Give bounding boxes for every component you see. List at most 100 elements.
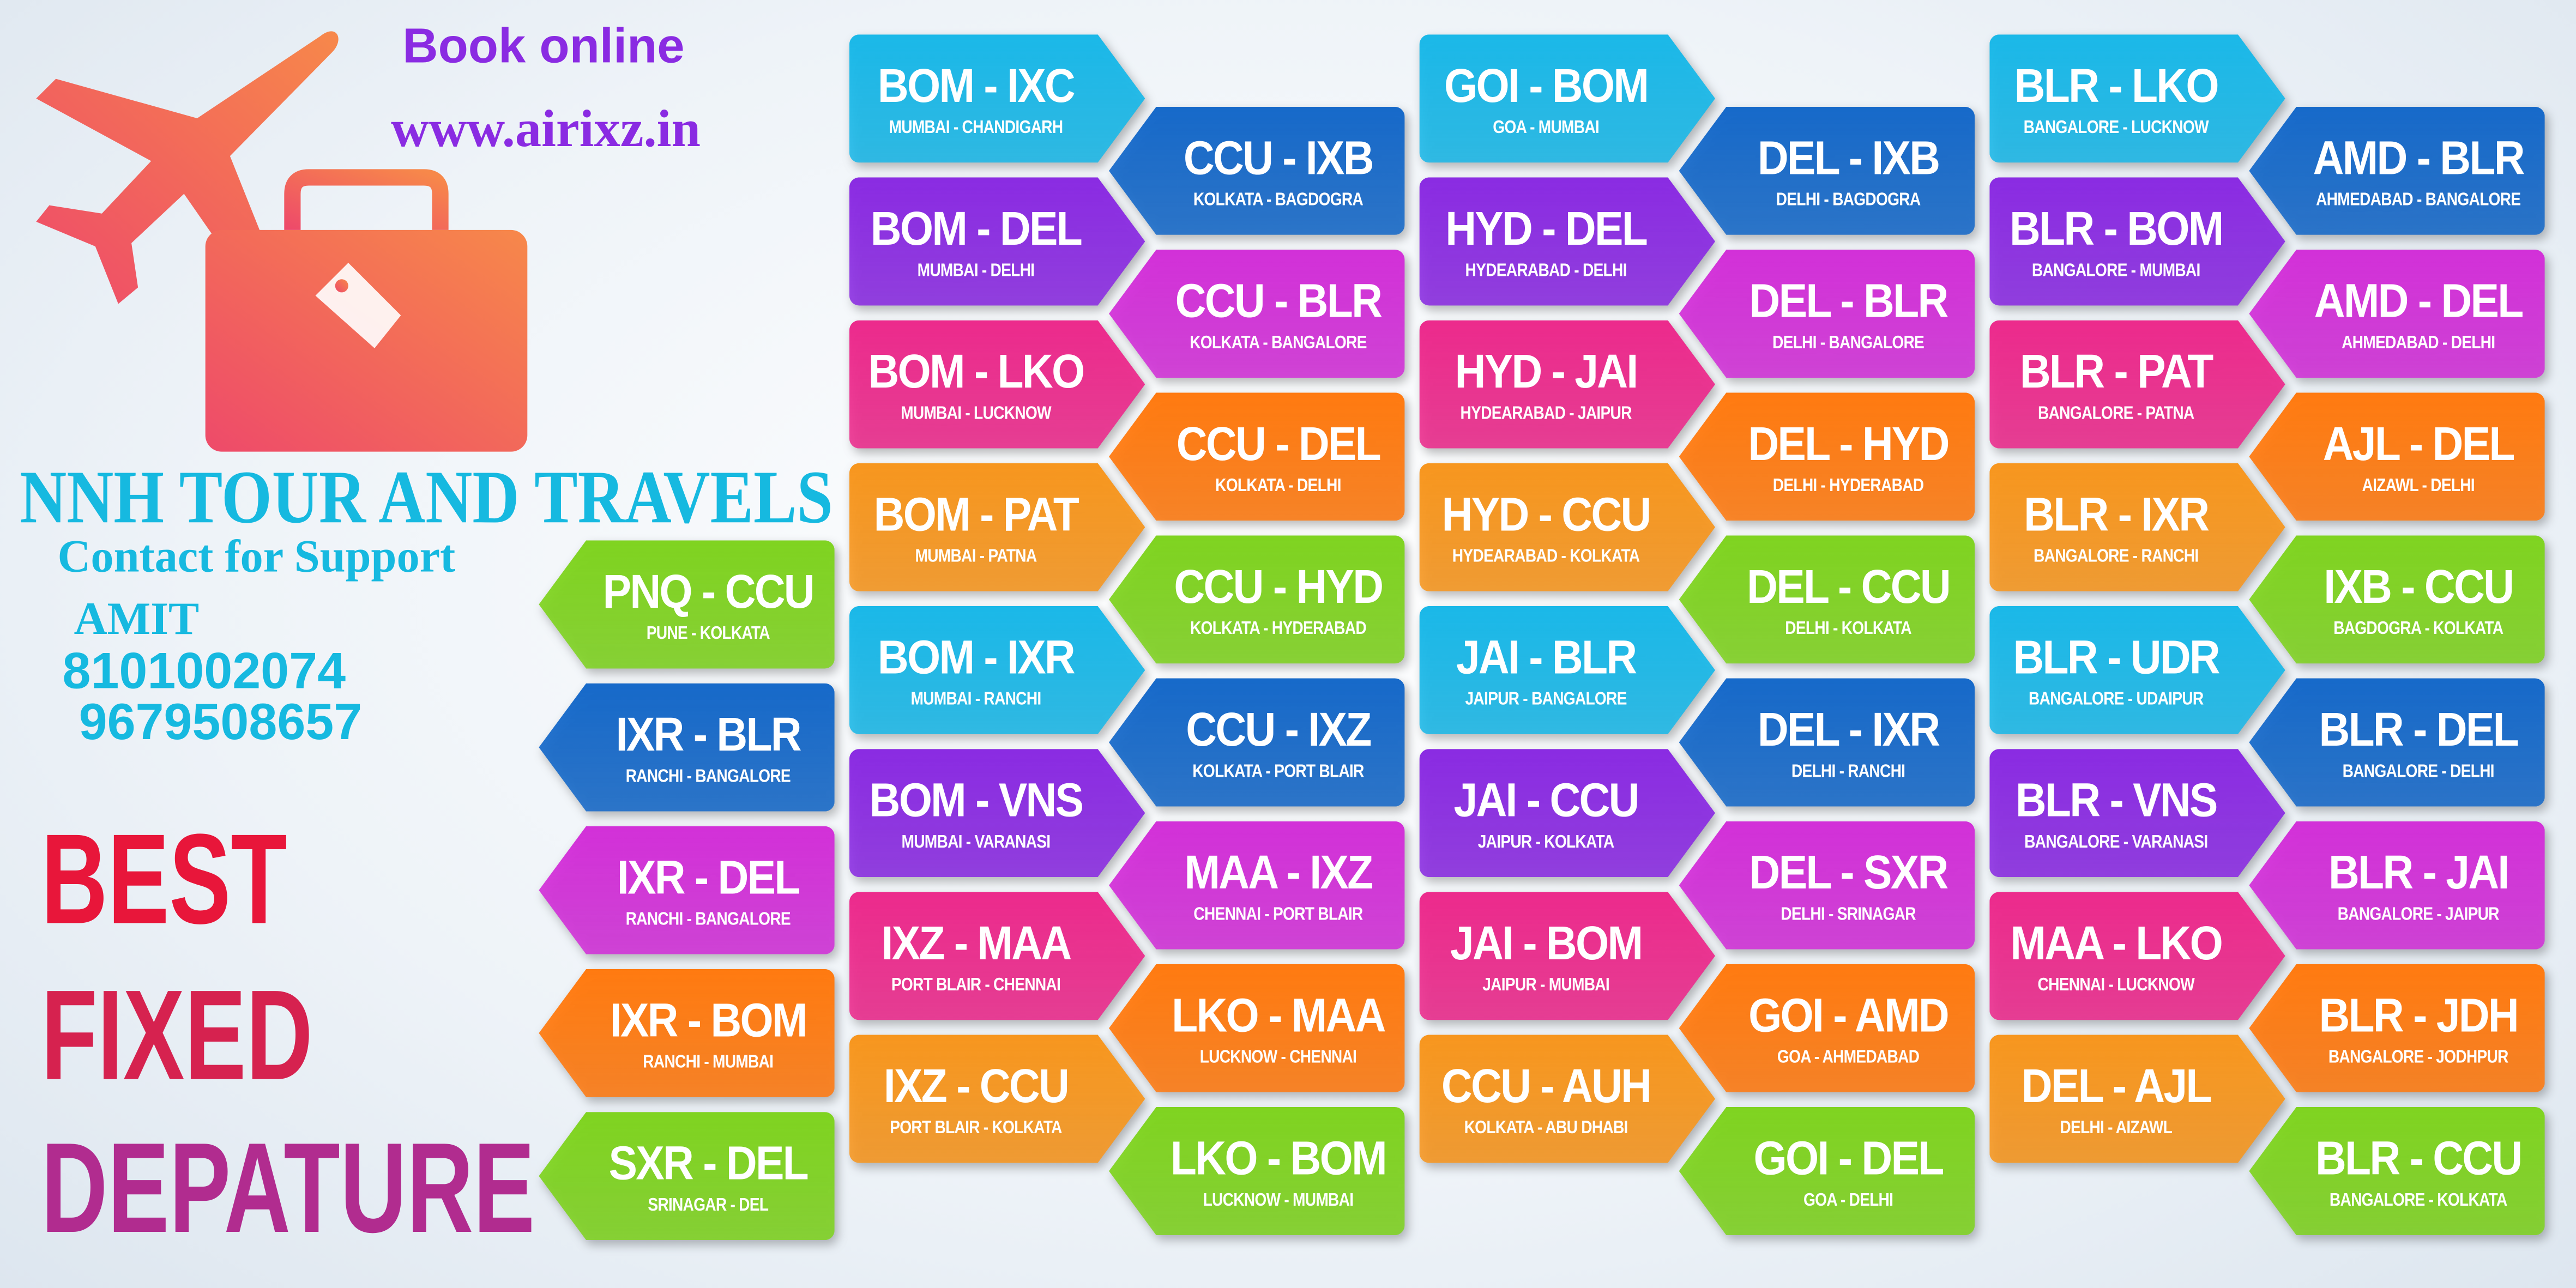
- route-code: BOM - VNS: [869, 774, 1084, 827]
- route-tag[interactable]: IXB - CCU BAGDOGRA - KOLKATA: [2249, 535, 2545, 664]
- phone[interactable]: 9679508657: [79, 693, 363, 751]
- route-cities: BANGALORE - LUCKNOW: [2023, 117, 2209, 137]
- route-tag[interactable]: HYD - CCU HYDEARABAD - KOLKATA: [1419, 463, 1715, 591]
- route-cities: DELHI - HYDERABAD: [1772, 475, 1924, 495]
- route-tag[interactable]: BLR - DEL BANGALORE - DELHI: [2249, 678, 2545, 807]
- route-tag[interactable]: BOM - VNS MUMBAI - VARANASI: [849, 749, 1145, 878]
- route-tag[interactable]: LKO - BOM LUCKNOW - MUMBAI: [1109, 1107, 1405, 1236]
- route-code: LKO - BOM: [1170, 1132, 1387, 1186]
- route-tag[interactable]: LKO - MAA LUCKNOW - CHENNAI: [1109, 964, 1405, 1092]
- route-code: DEL - HYD: [1748, 418, 1950, 471]
- route-tag[interactable]: IXR - BLR RANCHI - BANGALORE: [539, 683, 835, 812]
- route-tag[interactable]: MAA - IXZ CHENNAI - PORT BLAIR: [1109, 821, 1405, 950]
- tag-shape: [1419, 892, 1715, 1020]
- route-code: BLR - UDR: [2013, 631, 2220, 685]
- route-tag[interactable]: DEL - IXB DELHI - BAGDOGRA: [1679, 106, 1975, 235]
- tag-shape: [2249, 964, 2545, 1092]
- route-tag[interactable]: IXZ - CCU PORT BLAIR - KOLKATA: [849, 1035, 1145, 1163]
- route-tag[interactable]: GOI - DEL GOA - DELHI: [1679, 1107, 1975, 1236]
- tag-shape: [1109, 106, 1405, 235]
- route-code: MAA - LKO: [2010, 917, 2223, 970]
- tag-shape: [1109, 1107, 1405, 1236]
- route-cities: BANGALORE - JAIPUR: [2337, 904, 2500, 924]
- route-tag[interactable]: BLR - BOM BANGALORE - MUMBAI: [1989, 177, 2285, 306]
- tag-shape: [1419, 463, 1715, 591]
- route-cities: MUMBAI - CHANDIGARH: [889, 117, 1064, 137]
- route-tag[interactable]: BOM - IXR MUMBAI - RANCHI: [849, 606, 1145, 734]
- tag-shape: [2249, 250, 2545, 378]
- route-cities: KOLKATA - HYDERABAD: [1190, 618, 1367, 638]
- tag-shape: [1419, 34, 1715, 163]
- tag-shape: [2249, 535, 2545, 664]
- tag-shape: [1419, 749, 1715, 878]
- route-tag[interactable]: BLR - PAT BANGALORE - PATNA: [1989, 320, 2285, 449]
- route-tag[interactable]: DEL - AJL DELHI - AIZAWL: [1989, 1035, 2285, 1163]
- route-tag[interactable]: BOM - IXC MUMBAI - CHANDIGARH: [849, 34, 1145, 163]
- route-tag[interactable]: MAA - LKO CHENNAI - LUCKNOW: [1989, 892, 2285, 1020]
- route-tag[interactable]: CCU - AUH KOLKATA - ABU DHABI: [1419, 1035, 1715, 1163]
- route-tag[interactable]: IXR - BOM RANCHI - MUMBAI: [539, 969, 835, 1097]
- company-name: NNH TOUR AND TRAVELS: [20, 455, 833, 539]
- route-tag[interactable]: JAI - BLR JAIPUR - BANGALORE: [1419, 606, 1715, 734]
- route-tag[interactable]: BOM - DEL MUMBAI - DELHI: [849, 177, 1145, 306]
- route-tag[interactable]: HYD - JAI HYDEARABAD - JAIPUR: [1419, 320, 1715, 449]
- website[interactable]: www.airixz.in: [391, 98, 701, 158]
- tag-shape: [1679, 392, 1975, 521]
- route-tag[interactable]: CCU - HYD KOLKATA - HYDERABAD: [1109, 535, 1405, 664]
- route-cities: JAIPUR - MUMBAI: [1482, 975, 1609, 995]
- route-tag[interactable]: BOM - LKO MUMBAI - LUCKNOW: [849, 320, 1145, 449]
- route-tag[interactable]: CCU - DEL KOLKATA - DELHI: [1109, 392, 1405, 521]
- route-tag[interactable]: BLR - LKO BANGALORE - LUCKNOW: [1989, 34, 2285, 163]
- route-tag[interactable]: PNQ - CCU PUNE - KOLKATA: [539, 540, 835, 669]
- route-cities: DELHI - AIZAWL: [2060, 1117, 2173, 1138]
- route-tag[interactable]: BLR - CCU BANGALORE - KOLKATA: [2249, 1107, 2545, 1236]
- route-cities: LUCKNOW - CHENNAI: [1199, 1047, 1357, 1067]
- route-tag[interactable]: BLR - JDH BANGALORE - JODHPUR: [2249, 964, 2545, 1092]
- route-code: IXZ - MAA: [881, 917, 1072, 970]
- route-tag[interactable]: BLR - IXR BANGALORE - RANCHI: [1989, 463, 2285, 591]
- route-cities: PUNE - KOLKATA: [646, 623, 770, 643]
- tag-shape: [1679, 535, 1975, 664]
- tag-shape: [849, 749, 1145, 878]
- route-tag[interactable]: CCU - IXB KOLKATA - BAGDOGRA: [1109, 106, 1405, 235]
- route-cities: AHMEDABAD - DELHI: [2342, 332, 2495, 353]
- route-code: BOM - IXC: [877, 59, 1076, 113]
- route-tag[interactable]: AMD - BLR AHMEDABAD - BANGALORE: [2249, 106, 2545, 235]
- route-tag[interactable]: IXR - DEL RANCHI - BANGALORE: [539, 826, 835, 954]
- route-cities: PORT BLAIR - CHENNAI: [891, 975, 1061, 995]
- route-tag[interactable]: DEL - IXR DELHI - RANCHI: [1679, 678, 1975, 807]
- route-tag[interactable]: CCU - BLR KOLKATA - BANGALORE: [1109, 250, 1405, 378]
- route-tag[interactable]: DEL - BLR DELHI - BANGALORE: [1679, 250, 1975, 378]
- route-tag[interactable]: BLR - UDR BANGALORE - UDAIPUR: [1989, 606, 2285, 734]
- route-tag[interactable]: SXR - DEL SRINAGAR - DEL: [539, 1112, 835, 1241]
- tag-shape: [1419, 1035, 1715, 1163]
- route-tag[interactable]: DEL - CCU DELHI - KOLKATA: [1679, 535, 1975, 664]
- route-tag[interactable]: BLR - JAI BANGALORE - JAIPUR: [2249, 821, 2545, 950]
- route-code: CCU - IXZ: [1186, 704, 1372, 757]
- route-tag[interactable]: BLR - VNS BANGALORE - VARANASI: [1989, 749, 2285, 878]
- route-tag[interactable]: IXZ - MAA PORT BLAIR - CHENNAI: [849, 892, 1145, 1020]
- route-tag[interactable]: CCU - IXZ KOLKATA - PORT BLAIR: [1109, 678, 1405, 807]
- route-tag[interactable]: DEL - HYD DELHI - HYDERABAD: [1679, 392, 1975, 521]
- route-tag[interactable]: DEL - SXR DELHI - SRINAGAR: [1679, 821, 1975, 950]
- route-tag[interactable]: JAI - CCU JAIPUR - KOLKATA: [1419, 749, 1715, 878]
- tag-shape: [539, 540, 835, 669]
- route-tag[interactable]: JAI - BOM JAIPUR - MUMBAI: [1419, 892, 1715, 1020]
- route-cities: AIZAWL - DELHI: [2362, 475, 2475, 495]
- route-cities: HYDEARABAD - KOLKATA: [1452, 546, 1640, 566]
- route-tag[interactable]: AMD - DEL AHMEDABAD - DELHI: [2249, 250, 2545, 378]
- tag-shape: [539, 969, 835, 1097]
- phone[interactable]: 8101002074: [62, 642, 346, 700]
- route-tag[interactable]: GOI - AMD GOA - AHMEDABAD: [1679, 964, 1975, 1092]
- tag-shape: [849, 606, 1145, 734]
- route-code: AMD - BLR: [2313, 132, 2525, 185]
- route-tag[interactable]: BOM - PAT MUMBAI - PATNA: [849, 463, 1145, 591]
- route-tag[interactable]: AJL - DEL AIZAWL - DELHI: [2249, 392, 2545, 521]
- route-cities: BANGALORE - MUMBAI: [2031, 260, 2200, 280]
- route-cities: CHENNAI - PORT BLAIR: [1193, 904, 1363, 924]
- route-cities: BANGALORE - VARANASI: [2024, 832, 2208, 852]
- route-tag[interactable]: HYD - DEL HYDEARABAD - DELHI: [1419, 177, 1715, 306]
- route-code: JAI - BLR: [1456, 631, 1637, 685]
- route-tag[interactable]: GOI - BOM GOA - MUMBAI: [1419, 34, 1715, 163]
